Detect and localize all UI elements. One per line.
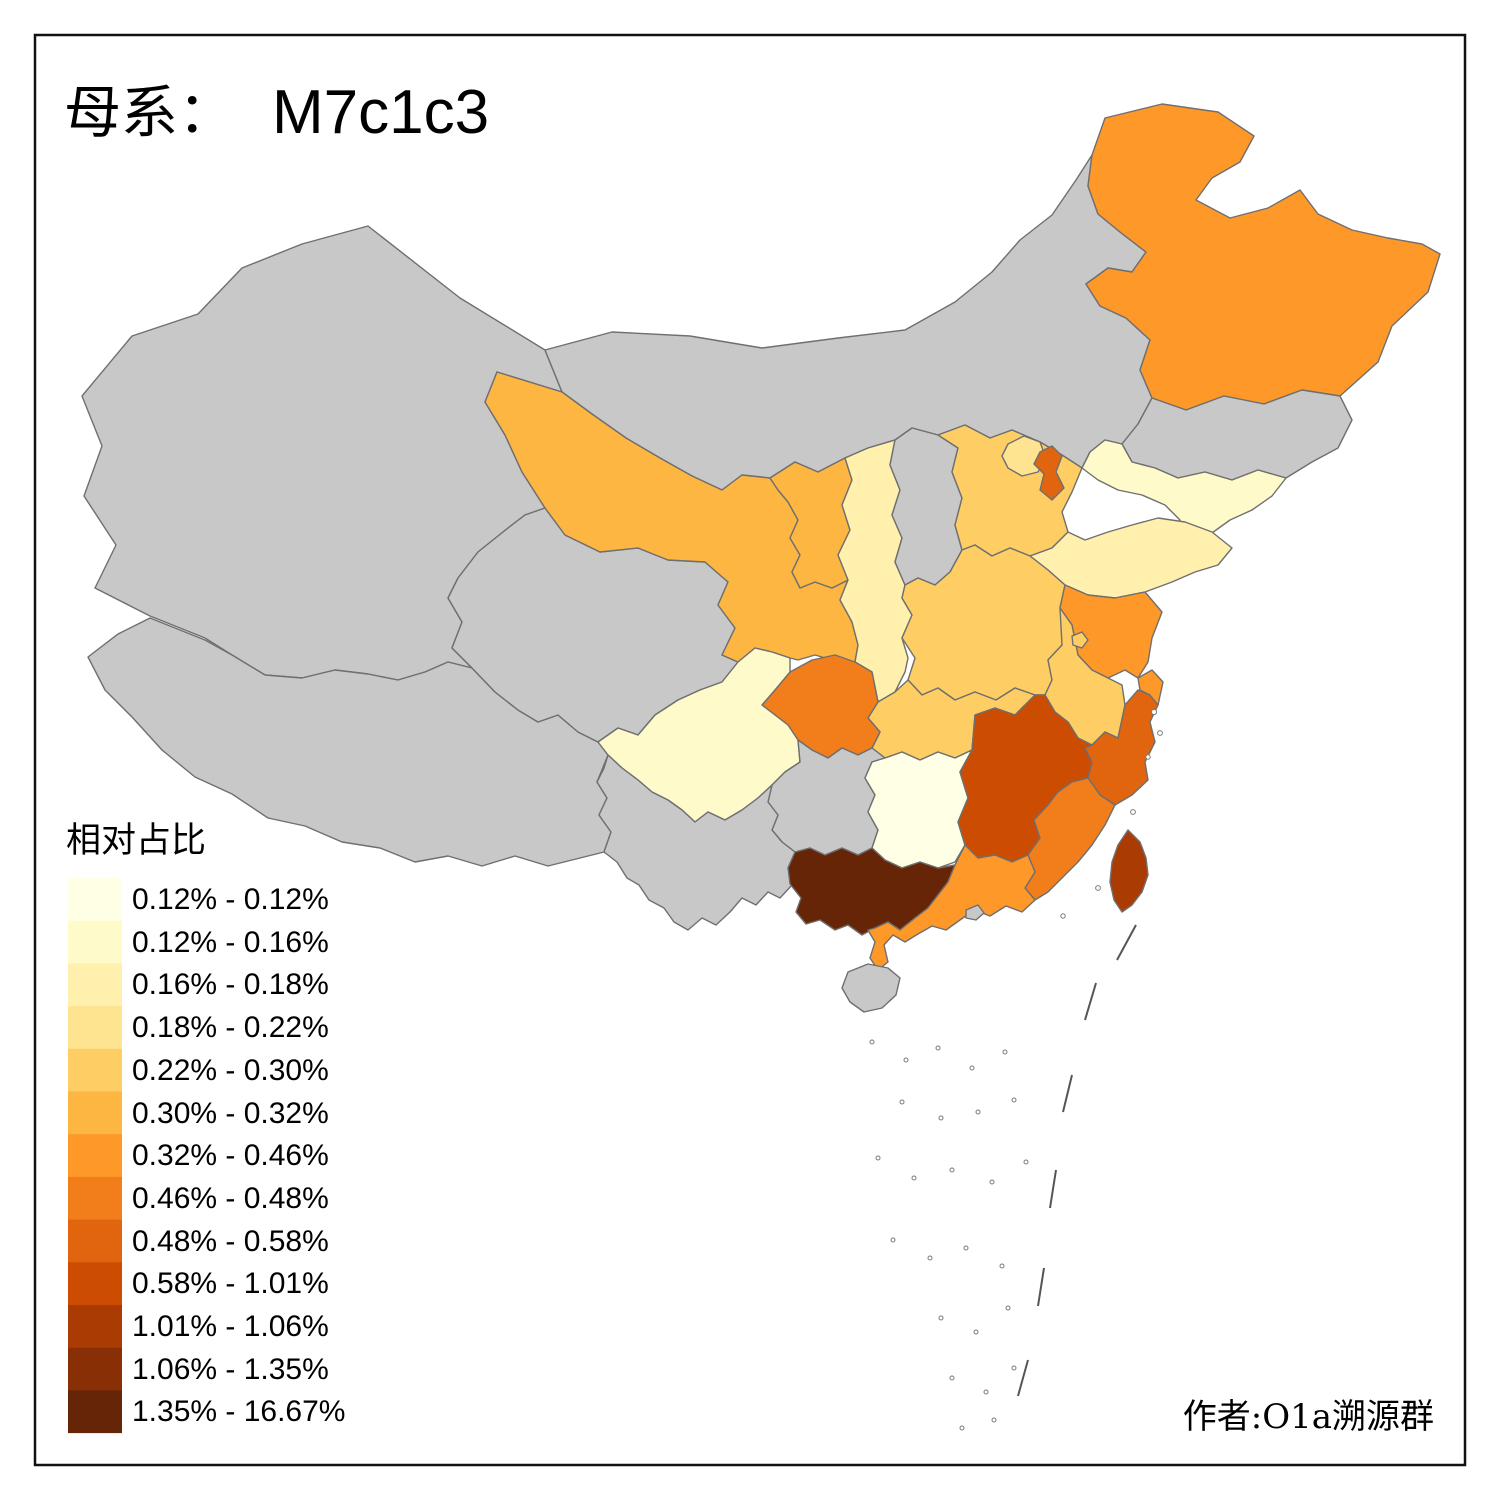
province-hunan (864, 749, 973, 869)
legend-swatch-3 (68, 963, 122, 1007)
province-guangdong (867, 844, 1036, 971)
province-hongkong (965, 904, 985, 921)
legend-swatch-13 (68, 1390, 122, 1434)
province-taiwan (1109, 829, 1149, 913)
legend-swatch-4 (68, 1006, 122, 1050)
legend-label-9: 0.48% - 0.58% (132, 1225, 329, 1258)
plot-frame (33, 33, 1467, 1467)
legend-label-13: 1.35% - 16.67% (132, 1395, 345, 1428)
legend-label-3: 0.16% - 0.18% (132, 968, 329, 1001)
province-beijing (1001, 435, 1047, 477)
legend-label-1: 0.12% - 0.12% (132, 883, 329, 916)
province-shanxi (889, 427, 963, 586)
legend-label-7: 0.32% - 0.46% (132, 1139, 329, 1172)
legend-swatch-6 (68, 1091, 122, 1135)
province-tianjin (1033, 445, 1065, 501)
legend-label-12: 1.06% - 1.35% (132, 1353, 329, 1386)
south-china-sea-marks (869, 924, 1137, 1431)
legend-label-10: 0.58% - 1.01% (132, 1267, 329, 1300)
province-yunnan (596, 754, 796, 931)
legend-label-2: 0.12% - 0.16% (132, 926, 329, 959)
china-map (81, 103, 1441, 1013)
province-shanghai (1137, 669, 1164, 706)
sea-island-specks (869, 1039, 1029, 1431)
legend-swatch-9 (68, 1219, 122, 1263)
legend-label-11: 1.01% - 1.06% (132, 1310, 329, 1343)
legend-label-6: 0.30% - 0.32% (132, 1097, 329, 1130)
map-title-prefix: 母系： (64, 80, 235, 146)
legend-swatch-5 (68, 1048, 122, 1092)
legend-label-8: 0.46% - 0.48% (132, 1182, 329, 1215)
province-inner-mongolia (544, 154, 1153, 491)
legend-swatch-12 (68, 1347, 122, 1391)
legend-swatch-7 (68, 1134, 122, 1178)
legend-label-5: 0.22% - 0.30% (132, 1054, 329, 1087)
province-anhui-exclave (1071, 631, 1089, 649)
legend-swatch-8 (68, 1176, 122, 1221)
attribution-text: 作者:O1a溯源群 (1183, 1397, 1434, 1437)
legend-swatch-10 (68, 1262, 122, 1306)
legend-swatch-2 (68, 920, 122, 964)
legend-label-4: 0.18% - 0.22% (132, 1011, 329, 1044)
legend-swatch-11 (68, 1305, 122, 1349)
legend: 相对占比 0.12% - 0.12% 0.12% - 0.16% 0.16% -… (66, 821, 345, 1434)
legend-title: 相对占比 (66, 821, 206, 861)
coastal-islets (1060, 708, 1163, 919)
map-title-value: M7c1c3 (272, 78, 489, 147)
province-jilin (1121, 389, 1353, 481)
legend-swatch-1 (68, 878, 122, 922)
province-hainan (841, 963, 901, 1013)
